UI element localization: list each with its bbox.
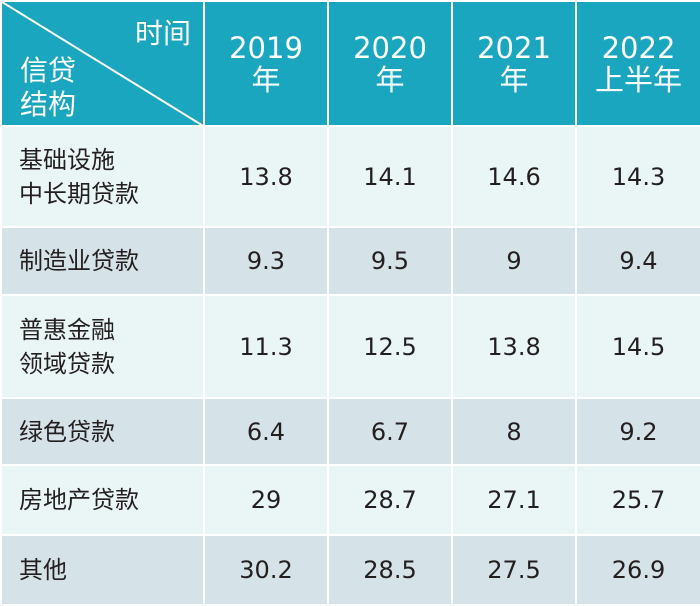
row-label: 其他 [0,534,205,606]
value-cell: 13.8 [203,125,329,228]
column-header-year: 2022 [601,30,676,65]
column-header-2022-h1: 2022 上半年 [575,0,700,127]
table-row-green-loans: 绿色贷款 6.4 6.7 8 9.2 [0,397,700,466]
column-header-2020: 2020 年 [327,0,453,127]
row-label: 制造业贷款 [0,226,205,296]
column-header-year: 2019 [229,30,303,65]
corner-structure-line2: 结构 [20,88,77,121]
value-cell: 27.5 [451,534,577,606]
value-cell: 27.1 [451,464,577,536]
table-row-other: 其他 30.2 28.5 27.5 26.9 [0,534,700,606]
value-cell: 14.5 [575,294,700,399]
row-label-line1: 基础设施 [19,145,115,174]
row-label-line2: 领域贷款 [19,349,115,378]
row-label-line1: 普惠金融 [19,315,115,344]
value-cell: 9.4 [575,226,700,296]
value-cell: 25.7 [575,464,700,536]
value-cell: 14.3 [575,125,700,228]
value-cell: 6.7 [327,397,453,466]
value-cell: 14.6 [451,125,577,228]
column-header-2019: 2019 年 [203,0,329,127]
value-cell: 8 [451,397,577,466]
table-row-real-estate: 房地产贷款 29 28.7 27.1 25.7 [0,464,700,536]
row-label-line2: 中长期贷款 [19,179,139,208]
value-cell: 9 [451,226,577,296]
value-cell: 9.5 [327,226,453,296]
value-cell: 28.5 [327,534,453,606]
corner-time-label: 时间 [134,17,191,50]
corner-header-cell: 时间 信贷 结构 [0,0,205,127]
value-cell: 28.7 [327,464,453,536]
column-header-unit: 年 [499,62,529,97]
table-row-infrastructure: 基础设施 中长期贷款 13.8 14.1 14.6 14.3 [0,125,700,228]
diagonal-divider [3,3,202,124]
row-label-line1: 绿色贷款 [19,417,115,446]
corner-structure-line1: 信贷 [20,54,77,87]
value-cell: 6.4 [203,397,329,466]
table-row-manufacturing: 制造业贷款 9.3 9.5 9 9.4 [0,226,700,296]
value-cell: 11.3 [203,294,329,399]
value-cell: 13.8 [451,294,577,399]
value-cell: 9.2 [575,397,700,466]
column-header-unit: 年 [251,62,281,97]
row-label-line1: 房地产贷款 [19,486,139,514]
column-header-2021: 2021 年 [451,0,577,127]
row-label-line1: 其他 [19,556,67,584]
column-header-year: 2021 [477,30,551,65]
column-header-unit: 上半年 [594,62,682,97]
column-header-unit: 年 [375,62,405,97]
corner-structure-label: 信贷 结构 [20,54,76,122]
row-label: 房地产贷款 [0,464,205,536]
row-label: 绿色贷款 [0,397,205,466]
row-label-line1: 制造业贷款 [19,247,139,275]
value-cell: 29 [203,464,329,536]
column-header-year: 2020 [353,30,427,65]
value-cell: 12.5 [327,294,453,399]
value-cell: 14.1 [327,125,453,228]
header-row: 时间 信贷 结构 2019 年 2020 年 2021 年 2022 上半年 [0,0,700,127]
row-label: 普惠金融 领域贷款 [0,294,205,399]
table-row-inclusive-finance: 普惠金融 领域贷款 11.3 12.5 13.8 14.5 [0,294,700,399]
value-cell: 30.2 [203,534,329,606]
value-cell: 26.9 [575,534,700,606]
row-label: 基础设施 中长期贷款 [0,125,205,228]
value-cell: 9.3 [203,226,329,296]
